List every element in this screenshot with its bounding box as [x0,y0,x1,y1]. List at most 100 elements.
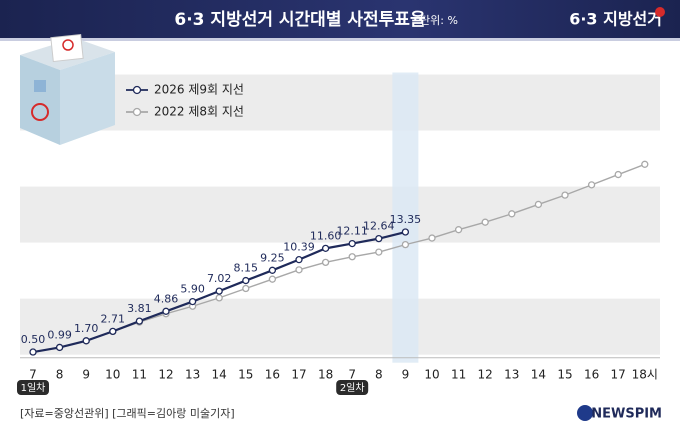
day-marker-bg [336,380,369,395]
stripe [20,298,660,355]
point [215,294,223,302]
value-label: 2.71 [101,312,126,325]
x-tick-label: 18시 [632,368,658,382]
day-marker: 1일차 [21,382,46,394]
day-marker: 2일차 [340,382,365,394]
point [29,348,37,356]
logo-dot [655,7,665,17]
point [375,234,383,243]
point [109,327,117,336]
legend-label: 2022 제8회 지선 [154,105,244,119]
point [534,200,543,209]
point [454,226,463,234]
x-tick-label: 16 [265,368,280,382]
highlight-band [392,72,419,363]
point [401,240,410,249]
point [242,276,250,285]
point [348,253,356,261]
legend-marker [132,107,142,117]
x-tick-label: 9 [82,368,90,382]
point [587,181,596,189]
stripe [20,74,660,131]
x-tick-label: 8 [375,368,383,382]
x-tick-label: 10 [424,368,439,382]
point [508,210,516,218]
header-rule [0,38,680,41]
value-label: 8.15 [234,262,259,275]
legend-marker [132,85,142,95]
point [135,317,144,325]
point [614,170,622,179]
value-label: 7.02 [207,272,232,285]
point [242,284,250,293]
point [268,266,277,274]
x-tick-label: 15 [238,368,253,382]
point [215,287,223,295]
chart-title: 6·3 지방선거 시간대별 사전투표율 [174,10,426,30]
point [188,297,197,306]
legend-label: 2026 제9회 지선 [154,83,244,97]
ballot-box [20,33,115,145]
x-tick-label: 15 [557,368,572,382]
x-tick-label: 18 [318,368,333,382]
value-label: 0.99 [47,328,72,341]
stamp [62,39,74,51]
point [375,248,383,256]
x-tick-label: 11 [132,368,147,382]
header-bar [0,0,680,38]
value-label: 9.25 [260,251,285,264]
value-label: 13.35 [390,213,422,226]
value-label: 0.50 [21,333,46,346]
x-tick-label: 13 [185,368,200,382]
brand-mark [577,405,593,421]
point [295,256,303,264]
logo: 6·3 지방선거 [569,10,662,29]
point [348,239,356,248]
x-tick-label: 10 [105,368,120,382]
x-tick-label: 8 [56,368,64,382]
ballot [50,33,84,63]
point [268,275,277,283]
x-tick-label: 17 [611,368,626,382]
day-marker-bg [17,380,49,395]
value-label: 4.86 [154,292,179,305]
point [295,266,303,274]
value-label: 1.70 [74,322,99,335]
point [561,191,569,199]
value-label: 10.39 [283,241,315,254]
plot-area: 7 8 9 10 11 12 13 14 15 16 17 18 7 8 9 10 11 12 13 14 15 16 17… [17,72,660,395]
point [321,244,330,253]
x-tick-label: 7 [348,368,356,382]
value-label: 12.11 [336,225,368,238]
x-tick-label: 9 [402,368,410,382]
point [428,234,436,242]
x-tick-label: 17 [291,368,306,382]
x-tick-label: 12 [158,368,173,382]
point [82,337,90,345]
brand: NEWSPIM [591,407,662,422]
value-label: 5.90 [180,283,205,296]
value-label: 12.64 [363,220,395,233]
point [162,307,170,315]
point [481,218,489,226]
point [641,160,649,168]
box-right [60,52,115,145]
point [55,343,64,352]
x-tick-label: 13 [504,368,519,382]
point [401,228,410,236]
x-tick-label: 12 [478,368,493,382]
x-tick-label: 16 [584,368,599,382]
box-stamp [31,103,49,121]
x-tick-label: 11 [451,368,466,382]
source: [자료=중앙선관위] [그래픽=김아랑 미술기자] [20,407,235,420]
box-label [34,80,46,92]
value-label: 3.81 [127,302,152,315]
x-tick-label: 7 [29,368,37,382]
box-left [20,55,60,145]
stripe [20,186,660,243]
x-tick-label: 14 [212,368,227,382]
x-tick-label: 14 [531,368,546,382]
value-label: 11.60 [310,229,342,242]
unit-label: 단위: % [420,14,458,27]
